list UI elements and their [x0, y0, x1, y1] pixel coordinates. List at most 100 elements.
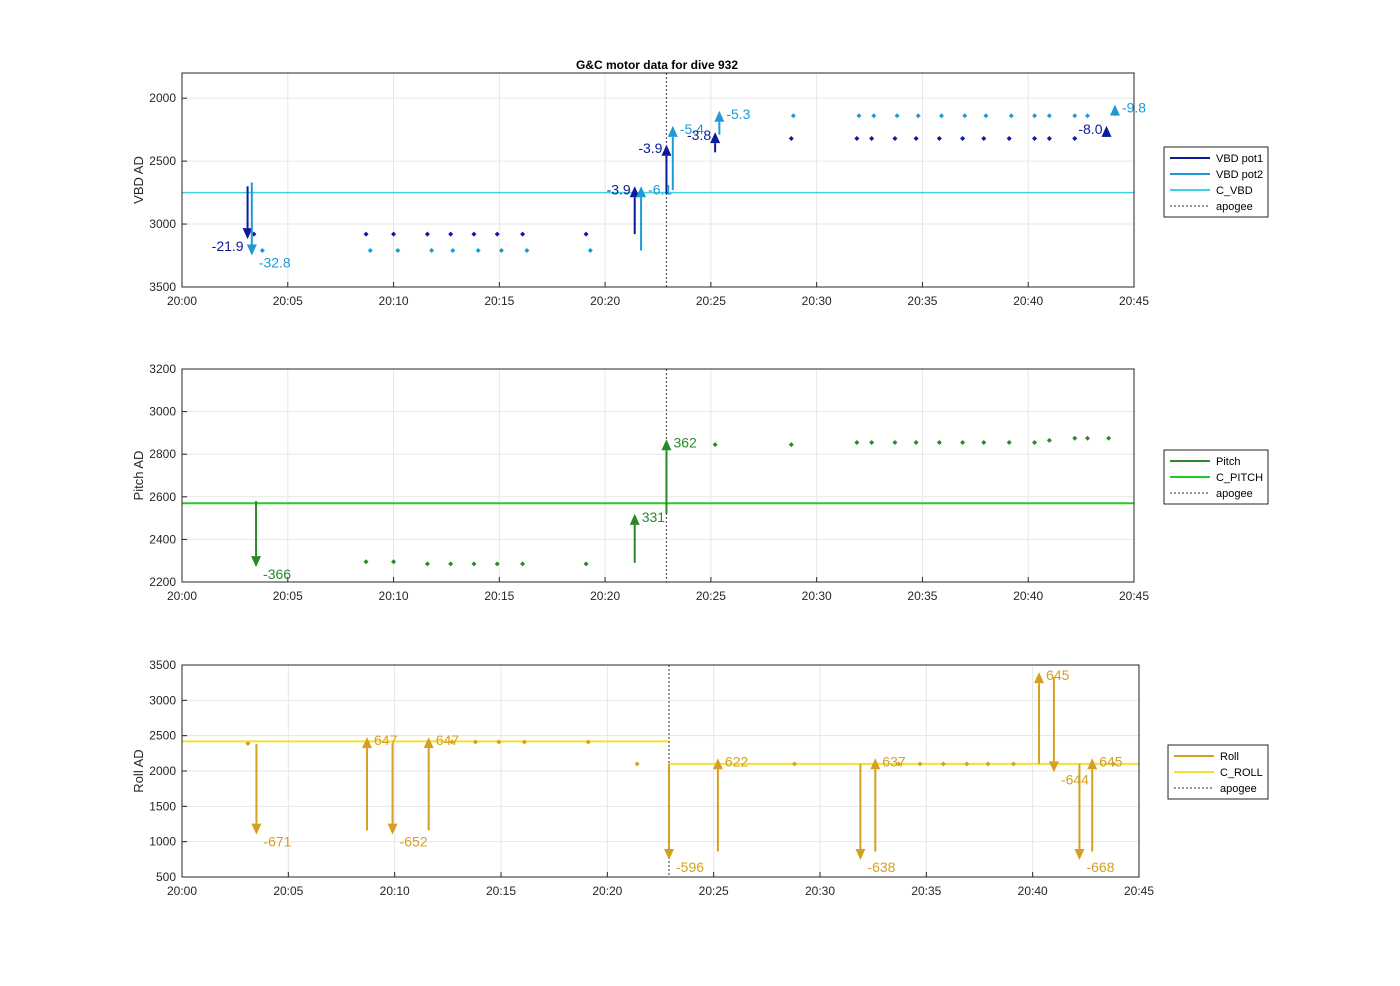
pitch-data-point [520, 561, 526, 567]
vbd-data-point [1046, 113, 1052, 119]
pitch-arrow-head [629, 513, 640, 525]
roll-xtick-label: 20:25 [699, 884, 729, 898]
pitch-data-point [854, 439, 860, 445]
vbd-data-point [790, 113, 796, 119]
vbd-data-point [1046, 135, 1052, 141]
roll-arrow-label: 647 [436, 732, 460, 748]
pitch-data-point [1032, 439, 1038, 445]
roll-ytick-label: 2000 [149, 764, 176, 778]
roll-ylabel: Roll AD [131, 749, 146, 792]
roll-xtick-label: 20:30 [805, 884, 835, 898]
pitch-xtick-label: 20:15 [484, 589, 514, 603]
roll-data-point [964, 761, 970, 767]
vbd-data-point [938, 113, 944, 119]
roll-ytick-label: 2500 [149, 729, 176, 743]
vbd-xtick-label: 20:25 [696, 294, 726, 308]
pitch-ytick-label: 3200 [149, 362, 176, 376]
vbd-xtick-label: 20:35 [907, 294, 937, 308]
roll-arrow-head [1074, 849, 1085, 861]
vbd-data-point [524, 247, 530, 253]
vbd-legend-label: C_VBD [1216, 185, 1253, 197]
pitch-arrow-label: 331 [642, 509, 666, 525]
vbd-xtick-label: 20:40 [1013, 294, 1043, 308]
vbd-arrow-head [710, 132, 721, 144]
vbd-data-point [429, 247, 435, 253]
vbd-arrow-head [1101, 125, 1112, 137]
vbd-data-point [1072, 113, 1078, 119]
pitch-xtick-label: 20:05 [273, 589, 303, 603]
vbd-ytick-label: 3000 [149, 217, 176, 231]
roll-legend-label: Roll [1220, 751, 1239, 763]
vbd-arrow-label: -3.8 [687, 127, 711, 143]
pitch-data-point [363, 559, 369, 565]
vbd-data-point [450, 247, 456, 253]
roll-arrow-head [1034, 672, 1045, 684]
roll-axes-border [181, 664, 1140, 878]
roll-ytick-label: 3000 [149, 693, 176, 707]
roll-arrow-head [870, 758, 881, 770]
pitch-plot-area [182, 369, 1134, 582]
pitch-data-point [788, 442, 794, 448]
pitch-xtick-label: 20:00 [167, 589, 197, 603]
vbd-xtick-label: 20:30 [802, 294, 832, 308]
roll-arrow-label: 645 [1099, 753, 1123, 769]
roll-data-point [496, 739, 502, 745]
pitch-data-point [1006, 439, 1012, 445]
vbd-data-point [1084, 113, 1090, 119]
pitch-arrow-label: -366 [263, 566, 291, 582]
roll-data-point [1110, 761, 1116, 767]
vbd-arrow-head [1109, 104, 1120, 116]
pitch-data-point [869, 439, 875, 445]
vbd-legend-label: VBD pot2 [1216, 169, 1263, 181]
vbd-arrow-head [714, 110, 725, 122]
vbd-data-point [854, 135, 860, 141]
vbd-arrow-label: -32.8 [259, 255, 291, 271]
pitch-xtick-label: 20:30 [802, 589, 832, 603]
vbd-data-point [788, 135, 794, 141]
roll-ytick-label: 1000 [149, 835, 176, 849]
roll-xtick-label: 20:45 [1124, 884, 1154, 898]
pitch-data-point [892, 439, 898, 445]
pitch-data-point [494, 561, 500, 567]
vbd-xtick-label: 20:20 [590, 294, 620, 308]
vbd-arrow-label: -8.0 [1078, 121, 1102, 137]
vbd-data-point [1032, 135, 1038, 141]
roll-xtick-label: 20:20 [592, 884, 622, 898]
roll-arrow-label: -668 [1086, 859, 1114, 875]
vbd-data-point [915, 113, 921, 119]
vbd-data-point [869, 135, 875, 141]
pitch-data-point [583, 561, 589, 567]
roll-arrow-head [855, 849, 866, 861]
roll-xtick-label: 20:00 [167, 884, 197, 898]
vbd-data-point [475, 247, 481, 253]
pitch-xtick-label: 20:40 [1013, 589, 1043, 603]
vbd-xtick-label: 20:10 [379, 294, 409, 308]
vbd-arrow-head [667, 125, 678, 137]
vbd-data-point [424, 231, 430, 237]
vbd-data-point [1072, 135, 1078, 141]
roll-arrow-head [712, 758, 723, 770]
vbd-arrow-label: -5.3 [726, 106, 750, 122]
roll-arrow-label: 645 [1046, 667, 1070, 683]
roll-arrow-head [664, 849, 675, 861]
vbd-data-point [936, 135, 942, 141]
vbd-panel: 20:00 20:05 20:10 20:15 20:20 20:25 20:30 20:35… [131, 72, 1269, 308]
pitch-data-point [471, 561, 477, 567]
roll-xtick-label: 20:15 [486, 884, 516, 898]
vbd-data-point [391, 231, 397, 237]
vbd-data-point [259, 247, 265, 253]
vbd-axes-border [181, 72, 1135, 288]
vbd-arrow-head [246, 244, 257, 256]
vbd-data-point [871, 113, 877, 119]
vbd-ytick-label: 2000 [149, 91, 176, 105]
roll-data-point [449, 739, 455, 745]
roll-xtick-label: 20:05 [273, 884, 303, 898]
roll-ytick-label: 500 [156, 870, 176, 884]
pitch-ytick-label: 2600 [149, 490, 176, 504]
roll-panel: 20:00 20:05 20:10 20:15 20:20 20:25 20:30 20:35… [131, 658, 1269, 898]
vbd-arrow-label: -3.9 [638, 140, 662, 156]
pitch-data-point [1084, 435, 1090, 441]
roll-xtick-label: 20:35 [911, 884, 941, 898]
pitch-xtick-label: 20:10 [379, 589, 409, 603]
